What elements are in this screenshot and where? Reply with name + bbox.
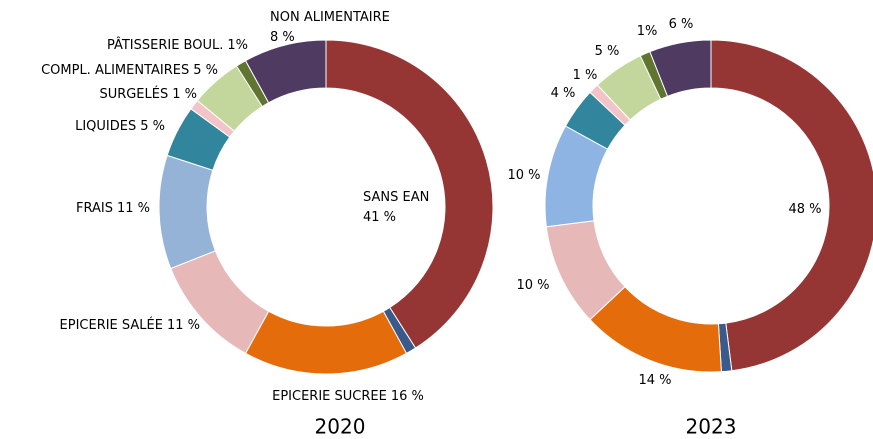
value-label: 14 %	[638, 373, 671, 388]
data-label: 5 %	[595, 44, 620, 59]
category-label: EPICERIE SUCREE	[272, 389, 387, 404]
category-label: EPICERIE SALÉE	[60, 317, 163, 333]
category-label: PÂTISSERIE BOUL.	[107, 37, 223, 53]
value-label: 16 %	[391, 389, 424, 404]
donut-segment	[325, 39, 494, 349]
data-label: 10 %	[507, 168, 540, 183]
donut-segment	[244, 39, 327, 104]
data-label: 10 %	[516, 278, 549, 293]
value-label: 10 %	[516, 278, 549, 293]
value-label: 8 %	[270, 30, 295, 45]
value-label: 5 %	[140, 119, 165, 134]
data-label: LIQUIDES 5 %	[75, 119, 165, 134]
value-label: 1 %	[573, 68, 598, 83]
category-label: COMPL. ALIMENTAIRES	[41, 63, 189, 78]
data-label: EPICERIE SALÉE 11 %	[60, 317, 200, 333]
value-label: 41 %	[363, 210, 396, 225]
category-label: FRAIS	[76, 201, 113, 216]
value-label: 6 %	[669, 17, 694, 32]
donut-segment	[158, 154, 217, 270]
value-label: 5 %	[595, 44, 620, 59]
data-label: 14 %	[638, 373, 671, 388]
data-label: 1%	[637, 24, 658, 39]
value-label: 10 %	[507, 168, 540, 183]
data-label: EPICERIE SUCREE 16 %	[272, 389, 424, 404]
chart-title: 2023	[686, 415, 737, 439]
category-label: LIQUIDES	[75, 119, 136, 134]
data-label: PÂTISSERIE BOUL. 1%	[107, 37, 248, 53]
value-label: 48 %	[788, 202, 821, 217]
value-label: 1%	[227, 38, 248, 53]
category-label: NON ALIMENTAIRE	[270, 10, 390, 25]
value-label: 4 %	[551, 86, 576, 101]
data-label: SURGELÉS 1 %	[99, 86, 197, 102]
value-label: 1%	[637, 24, 658, 39]
value-label: 11 %	[117, 201, 150, 216]
data-label: SANS EAN 41 %	[363, 190, 429, 225]
category-label: SURGELÉS	[99, 86, 168, 102]
donut-segment	[649, 39, 712, 97]
donut-segment	[710, 39, 873, 372]
data-label: NON ALIMENTAIRE 8 %	[270, 10, 390, 45]
data-label: 48 %	[788, 202, 821, 217]
data-label: 6 %	[669, 17, 694, 32]
donut-segment	[244, 310, 408, 375]
chart-title: 2020	[315, 415, 366, 439]
data-label: COMPL. ALIMENTAIRES 5 %	[41, 63, 218, 78]
value-label: 1 %	[172, 87, 197, 102]
data-label: 1 %	[573, 68, 598, 83]
category-label: SANS EAN	[363, 190, 429, 205]
value-label: 5 %	[193, 63, 218, 78]
donut-segment	[170, 250, 270, 355]
data-label: FRAIS 11 %	[76, 201, 150, 216]
data-label: 4 %	[551, 86, 576, 101]
value-label: 11 %	[167, 318, 200, 333]
